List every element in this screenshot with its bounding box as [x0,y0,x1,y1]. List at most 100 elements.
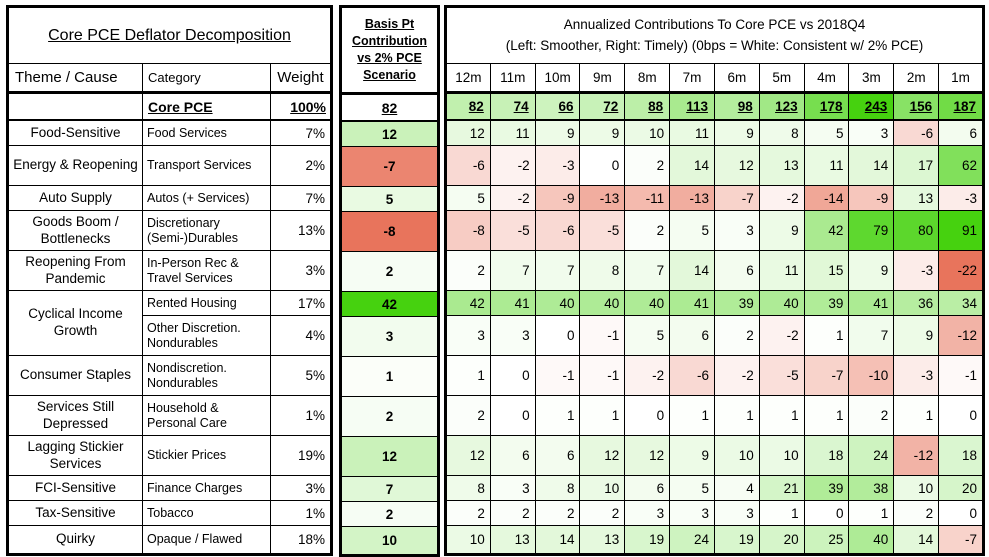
col-header-category: Category [142,63,271,94]
category-cell: Household & Personal Care [142,395,271,436]
category-cell: Discretionary (Semi-)Durables [142,210,271,251]
bp-cell: 12 [340,120,439,147]
theme-cell: Food-Sensitive [7,119,143,146]
value-cell-5m: 8 [758,119,805,146]
value-cell-3m: -10 [848,355,895,396]
value-cell-12m: 3 [445,315,491,356]
theme-cell: Lagging Stickier Services [7,435,143,476]
value-cell-9m: 40 [579,290,626,316]
value-cell-9m: 9 [579,119,626,146]
left-panel-title: Core PCE Deflator Decomposition [7,6,332,64]
weight-cell: 18% [270,525,332,555]
value-cell-8m: 19 [624,525,671,555]
value-cell-1m: 20 [938,475,984,501]
value-cell-8m: 2 [624,145,671,186]
value-cell-8m: 10 [624,119,671,146]
value-cell-11m: 11 [489,119,536,146]
value-cell-5m: 13 [758,145,805,186]
value-cell-5m: 9 [758,210,805,251]
value-cell-2m: 1 [893,395,940,436]
value-cell-12m: -8 [445,210,491,251]
theme-cell: Tax-Sensitive [7,500,143,526]
col-header-7m: 7m [669,63,715,94]
value-cell-10m: 40 [534,290,581,316]
value-cell-10m: 0 [534,315,581,356]
category-cell: Tobacco [142,500,271,526]
col-header-10m: 10m [534,63,581,94]
value-cell-8m: 5 [624,315,671,356]
core-value-2m: 156 [893,92,940,121]
value-cell-8m: -11 [624,185,671,211]
value-cell-7m: 5 [669,210,715,251]
value-cell-1m: -1 [938,355,984,396]
value-cell-6m: 12 [713,145,760,186]
col-header-11m: 11m [489,63,536,94]
category-cell: Transport Services [142,145,271,186]
bp-cell: 2 [340,396,439,437]
col-header-9m: 9m [579,63,626,94]
core-value-12m: 82 [445,92,491,121]
value-cell-2m: 2 [893,500,940,526]
value-cell-9m: -1 [579,315,626,356]
value-cell-11m: 2 [489,500,536,526]
value-cell-3m: 38 [848,475,895,501]
contributions-heatmap: Annualized Contributions To Core PCE vs … [444,5,985,556]
value-cell-6m: -2 [713,355,760,396]
weight-cell: 2% [270,145,332,186]
value-cell-10m: -1 [534,355,581,396]
bp-cell: 1 [340,356,439,397]
value-cell-5m: -2 [758,185,805,211]
theme-cell: FCI-Sensitive [7,475,143,501]
value-cell-1m: 0 [938,500,984,526]
value-cell-10m: 9 [534,119,581,146]
value-cell-2m: 13 [893,185,940,211]
value-cell-3m: 41 [848,290,895,316]
col-header-2m: 2m [893,63,940,94]
bp-cell: 7 [340,476,439,502]
value-cell-8m: 40 [624,290,671,316]
col-header-weight: Weight [270,63,332,94]
basis-points-column: Basis Pt Contribution vs 2% PCE Scenario… [339,5,440,557]
bp-cell: -8 [340,211,439,252]
value-cell-6m: -7 [713,185,760,211]
value-cell-11m: -5 [489,210,536,251]
value-cell-3m: 1 [848,500,895,526]
value-cell-5m: -5 [758,355,805,396]
col-header-6m: 6m [713,63,760,94]
core-value-3m: 243 [848,92,895,121]
value-cell-7m: 9 [669,435,715,476]
value-cell-9m: 13 [579,525,626,555]
weight-cell: 1% [270,500,332,526]
value-cell-9m: -13 [579,185,626,211]
core-value-7m: 113 [669,92,715,121]
value-cell-4m: 39 [803,475,850,501]
value-cell-9m: 1 [579,395,626,436]
value-cell-2m: 36 [893,290,940,316]
col-header-1m: 1m [938,63,984,94]
value-cell-6m: 6 [713,250,760,291]
value-cell-9m: 8 [579,250,626,291]
value-cell-6m: 1 [713,395,760,436]
bp-cell: 3 [340,316,439,357]
core-value-1m: 187 [938,92,984,121]
theme-cell: Energy & Reopening [7,145,143,186]
value-cell-5m: 21 [758,475,805,501]
left-panel-title-text: Core PCE Deflator Decomposition [48,26,291,44]
basis-points-header: Basis Pt Contribution vs 2% PCE Scenario [340,6,439,95]
core-value-5m: 123 [758,92,805,121]
value-cell-4m: -14 [803,185,850,211]
value-cell-9m: 12 [579,435,626,476]
weight-cell: 5% [270,355,332,396]
value-cell-3m: 14 [848,145,895,186]
value-cell-4m: 11 [803,145,850,186]
value-cell-3m: 40 [848,525,895,555]
value-cell-6m: 39 [713,290,760,316]
value-cell-12m: 5 [445,185,491,211]
value-cell-7m: 14 [669,250,715,291]
value-cell-12m: 12 [445,119,491,146]
value-cell-2m: 9 [893,315,940,356]
value-cell-8m: 6 [624,475,671,501]
core-value-6m: 98 [713,92,760,121]
value-cell-2m: 10 [893,475,940,501]
weight-cell-core: 100% [270,92,332,121]
